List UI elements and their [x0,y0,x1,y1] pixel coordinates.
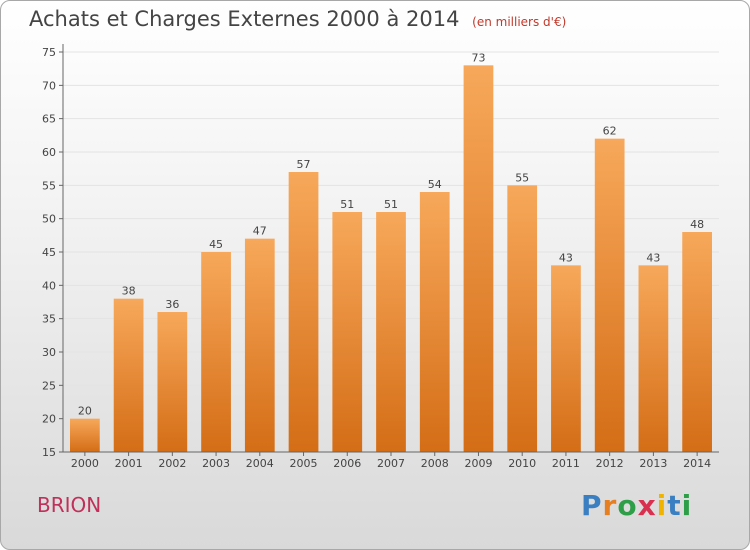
x-tick-label: 2005 [290,457,318,470]
y-tick-label: 35 [42,313,56,326]
logo-letter: i [656,489,668,522]
bar [332,212,363,452]
bar [288,172,319,452]
y-tick-label: 45 [42,246,56,259]
bar [69,418,100,452]
logo-letter: o [617,489,638,522]
bar [638,265,669,452]
bar-value-label: 54 [428,178,442,191]
x-axis: 2000 2001 2002 2003 2004 2005 2006 2007 2008 2009… [63,451,719,470]
bar [157,312,188,452]
x-tick-label: 2003 [202,457,230,470]
bar-value-label: 43 [646,251,660,264]
y-axis: 15 20 25 30 35 40 45 50 55 60 65 70 75 [42,44,64,459]
bar-value-label: 48 [690,218,704,231]
x-tick-label: 2013 [639,457,667,470]
bar [463,65,494,452]
bar-value-label: 55 [515,171,529,184]
bar-value-label: 43 [559,251,573,264]
y-tick-label: 75 [42,46,56,59]
x-tick-label: 2007 [377,457,405,470]
bars: 20 38 36 45 47 57 51 51 54 73 55 43 62 43 48 [69,51,713,453]
y-tick-label: 70 [42,79,56,92]
y-tick-label: 50 [42,213,56,226]
bar [682,232,713,452]
bar [419,192,450,452]
y-tick-label: 65 [42,113,56,126]
logo-letter: i [681,489,693,522]
bar [201,252,231,452]
bar-value-label: 38 [122,285,136,298]
bar-value-label: 36 [165,298,179,311]
bar-value-label: 73 [471,51,485,64]
x-tick-label: 2009 [464,457,492,470]
bar-value-label: 20 [78,405,92,418]
bar-value-label: 45 [209,238,223,251]
proxiti-logo: Proxiti [581,489,692,522]
logo-letter: P [581,489,603,522]
y-tick-label: 20 [42,413,56,426]
bar [507,185,538,453]
bar [113,298,144,452]
bar-value-label: 62 [603,125,617,138]
commune-name: BRION [37,493,102,517]
y-tick-label: 40 [42,279,56,292]
bar-value-label: 47 [253,225,267,238]
chart-unit: (en milliers d'€) [472,15,567,29]
bar [594,138,625,452]
x-tick-label: 2006 [333,457,361,470]
chart-title-text: Achats et Charges Externes 2000 à 2014 [29,7,460,31]
x-tick-label: 2002 [158,457,186,470]
x-tick-label: 2004 [246,457,274,470]
bar-value-label: 51 [340,198,354,211]
x-tick-label: 2008 [421,457,449,470]
bar-value-label: 51 [384,198,398,211]
bar-value-label: 57 [297,158,311,171]
bar [244,238,275,452]
y-tick-label: 25 [42,379,56,392]
x-tick-label: 2011 [552,457,580,470]
y-tick-label: 60 [42,146,56,159]
bar [551,265,581,452]
x-tick-label: 2001 [115,457,143,470]
chart-title: Achats et Charges Externes 2000 à 2014 (… [29,7,566,31]
x-tick-label: 2000 [71,457,99,470]
bar [376,212,406,452]
x-tick-label: 2014 [683,457,711,470]
logo-letter: x [637,489,657,522]
logo-letter: r [602,489,618,522]
x-tick-label: 2010 [508,457,536,470]
x-tick-label: 2012 [596,457,624,470]
y-tick-label: 15 [42,446,56,459]
logo-letter: t [667,489,682,522]
y-tick-label: 30 [42,346,56,359]
y-tick-label: 55 [42,179,56,192]
